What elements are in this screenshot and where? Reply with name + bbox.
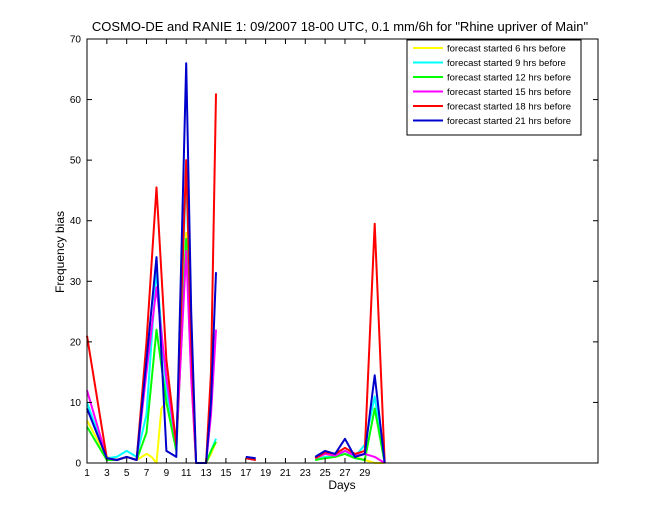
- x-tick-label: 19: [260, 468, 272, 479]
- x-tick-label: 5: [124, 468, 130, 479]
- y-tick-label: 10: [70, 398, 82, 409]
- legend-label-3: forecast started 12 hrs before: [447, 73, 571, 84]
- chart-title: COSMO-DE and RANIE 1: 09/2007 18-00 UTC,…: [92, 19, 589, 34]
- x-tick-label: 21: [280, 468, 292, 479]
- legend-label-2: forecast started 9 hrs before: [447, 58, 566, 69]
- x-tick-label: 29: [359, 468, 371, 479]
- y-tick-label: 20: [70, 337, 82, 348]
- x-tick-label: 25: [320, 468, 332, 479]
- y-axis-label: Frequency bias: [53, 211, 67, 293]
- y-tick-label: 70: [70, 35, 82, 46]
- legend: forecast started 6 hrs before forecast st…: [406, 39, 582, 136]
- y-tick-label: 40: [70, 216, 82, 227]
- x-tick-label: 15: [220, 468, 232, 479]
- y-tick-label: 0: [75, 459, 81, 470]
- x-tick-label: 1: [84, 468, 90, 479]
- x-tick-label: 11: [181, 468, 192, 479]
- x-tick-label: 27: [339, 468, 351, 479]
- legend-label-1: forecast started 6 hrs before: [447, 44, 566, 55]
- x-tick-label: 13: [201, 468, 213, 479]
- x-tick-label: 9: [164, 468, 170, 479]
- x-axis-label: Days: [328, 478, 355, 492]
- x-tick-label: 3: [104, 468, 110, 479]
- y-tick-label: 50: [70, 156, 82, 167]
- x-tick-label: 17: [240, 468, 252, 479]
- legend-label-6: forecast started 21 hrs before: [447, 116, 571, 127]
- legend-box: [406, 39, 582, 136]
- axes-box: [86, 38, 599, 464]
- legend-label-4: forecast started 15 hrs before: [447, 87, 571, 98]
- y-tick-label: 60: [70, 95, 82, 106]
- y-tick-label: 30: [70, 277, 82, 288]
- x-tick-label: 23: [300, 468, 312, 479]
- legend-label-5: forecast started 18 hrs before: [447, 102, 571, 113]
- x-tick-label: 7: [144, 468, 150, 479]
